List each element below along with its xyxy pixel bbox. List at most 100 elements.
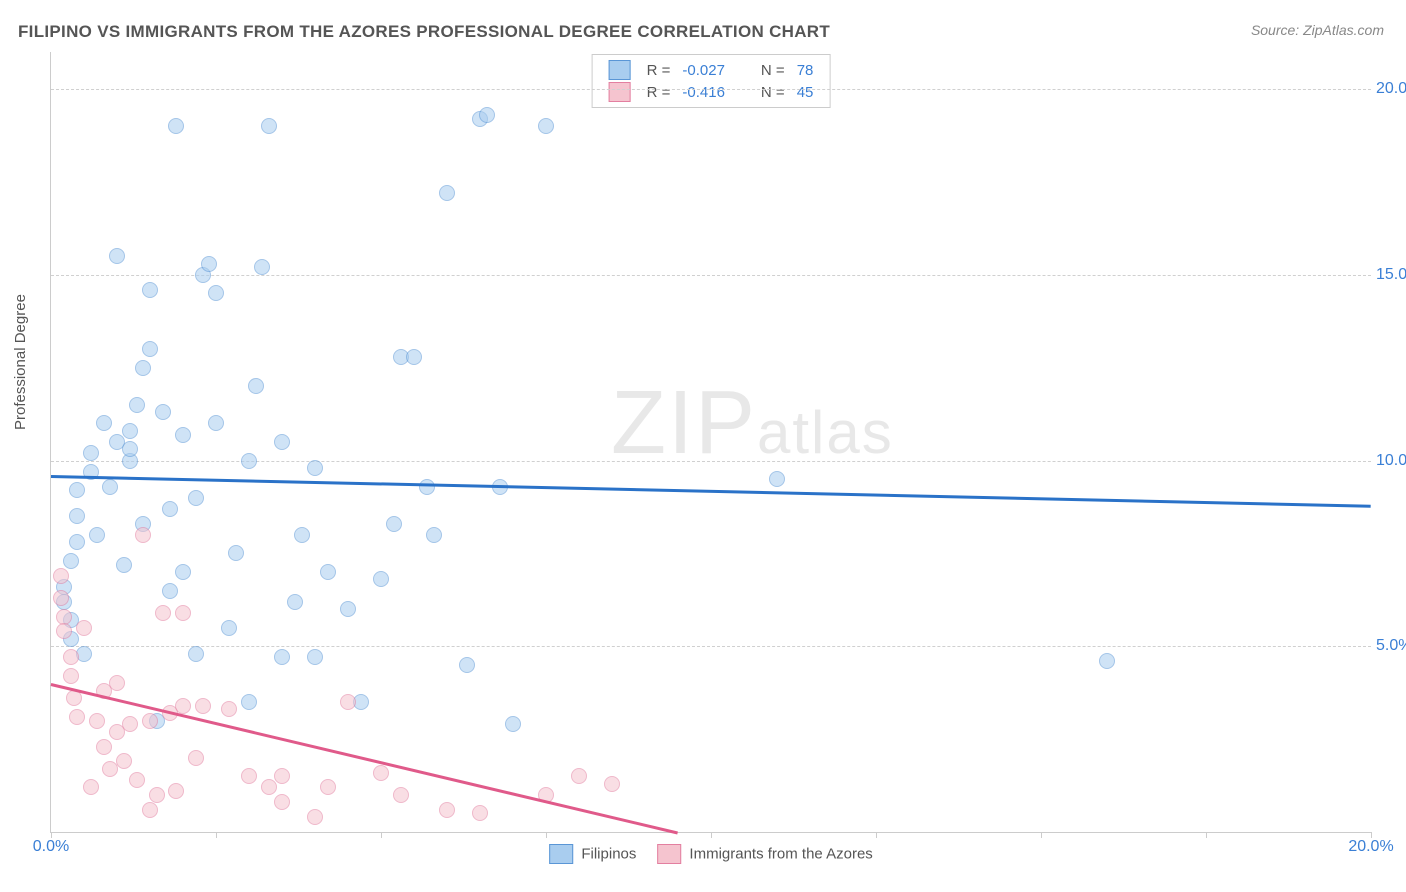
- x-tick: [876, 832, 877, 838]
- data-point: [320, 779, 336, 795]
- data-point: [83, 779, 99, 795]
- data-point: [208, 285, 224, 301]
- data-point: [69, 508, 85, 524]
- n-label: N =: [755, 81, 791, 103]
- data-point: [274, 434, 290, 450]
- legend-series: Filipinos Immigrants from the Azores: [549, 844, 873, 864]
- x-tick: [1041, 832, 1042, 838]
- data-point: [56, 609, 72, 625]
- data-point: [175, 427, 191, 443]
- x-tick: [546, 832, 547, 838]
- data-point: [373, 765, 389, 781]
- data-point: [83, 445, 99, 461]
- data-point: [221, 701, 237, 717]
- data-point: [63, 668, 79, 684]
- watermark-atlas: atlas: [757, 399, 894, 466]
- data-point: [135, 360, 151, 376]
- data-point: [241, 694, 257, 710]
- plot-area: ZIPatlas R = -0.027 N = 78 R = -0.416 N …: [50, 52, 1371, 833]
- chart-title: FILIPINO VS IMMIGRANTS FROM THE AZORES P…: [18, 22, 830, 42]
- data-point: [538, 118, 554, 134]
- data-point: [76, 620, 92, 636]
- data-point: [188, 490, 204, 506]
- series-name-filipinos: Filipinos: [581, 846, 636, 863]
- data-point: [168, 118, 184, 134]
- y-tick-label: 15.0%: [1376, 266, 1406, 284]
- data-point: [63, 553, 79, 569]
- data-point: [439, 802, 455, 818]
- data-point: [393, 787, 409, 803]
- n-label: N =: [755, 59, 791, 81]
- data-point: [604, 776, 620, 792]
- swatch-azores-bottom: [657, 844, 681, 864]
- data-point: [175, 564, 191, 580]
- data-point: [340, 601, 356, 617]
- data-point: [53, 568, 69, 584]
- data-point: [175, 605, 191, 621]
- data-point: [294, 527, 310, 543]
- data-point: [254, 259, 270, 275]
- data-point: [162, 501, 178, 517]
- data-point: [472, 805, 488, 821]
- data-point: [241, 453, 257, 469]
- data-point: [142, 282, 158, 298]
- data-point: [69, 534, 85, 550]
- data-point: [248, 378, 264, 394]
- r-label: R =: [641, 81, 677, 103]
- gridline: [51, 646, 1371, 647]
- data-point: [142, 713, 158, 729]
- x-tick-label: 0.0%: [33, 838, 69, 856]
- data-point: [307, 649, 323, 665]
- data-point: [261, 118, 277, 134]
- data-point: [307, 460, 323, 476]
- data-point: [122, 441, 138, 457]
- data-point: [96, 739, 112, 755]
- data-point: [1099, 653, 1115, 669]
- x-tick-label: 20.0%: [1348, 838, 1393, 856]
- legend-row-azores: R = -0.416 N = 45: [603, 81, 820, 103]
- data-point: [261, 779, 277, 795]
- gridline: [51, 275, 1371, 276]
- gridline: [51, 89, 1371, 90]
- data-point: [116, 753, 132, 769]
- watermark: ZIPatlas: [611, 372, 894, 475]
- data-point: [135, 527, 151, 543]
- data-point: [386, 516, 402, 532]
- data-point: [69, 709, 85, 725]
- series-name-azores: Immigrants from the Azores: [689, 846, 872, 863]
- data-point: [129, 397, 145, 413]
- y-tick-label: 10.0%: [1376, 452, 1406, 470]
- data-point: [228, 545, 244, 561]
- data-point: [208, 415, 224, 431]
- x-tick: [381, 832, 382, 838]
- data-point: [116, 557, 132, 573]
- data-point: [287, 594, 303, 610]
- data-point: [63, 649, 79, 665]
- data-point: [426, 527, 442, 543]
- data-point: [188, 750, 204, 766]
- data-point: [459, 657, 475, 673]
- data-point: [439, 185, 455, 201]
- data-point: [195, 698, 211, 714]
- data-point: [66, 690, 82, 706]
- data-point: [89, 527, 105, 543]
- source-label: Source: ZipAtlas.com: [1251, 22, 1384, 38]
- watermark-zip: ZIP: [611, 373, 757, 473]
- data-point: [69, 482, 85, 498]
- data-point: [109, 248, 125, 264]
- data-point: [241, 768, 257, 784]
- data-point: [129, 772, 145, 788]
- data-point: [274, 794, 290, 810]
- data-point: [155, 404, 171, 420]
- data-point: [571, 768, 587, 784]
- data-point: [175, 698, 191, 714]
- data-point: [122, 423, 138, 439]
- data-point: [221, 620, 237, 636]
- data-point: [274, 649, 290, 665]
- data-point: [142, 802, 158, 818]
- data-point: [56, 623, 72, 639]
- legend-row-filipinos: R = -0.027 N = 78: [603, 59, 820, 81]
- y-tick-label: 5.0%: [1376, 637, 1406, 655]
- r-value: -0.416: [676, 81, 731, 103]
- data-point: [188, 646, 204, 662]
